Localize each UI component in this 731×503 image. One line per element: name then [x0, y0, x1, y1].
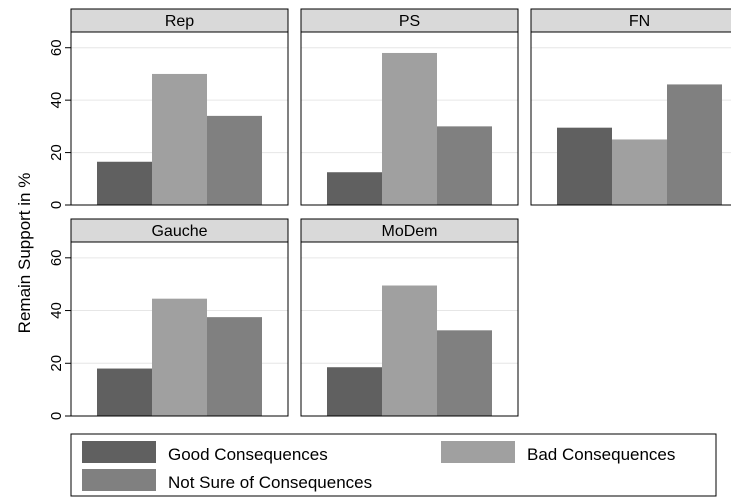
legend-label-not-sure: Not Sure of Consequences — [168, 473, 372, 492]
y-tick-label: 40 — [48, 302, 65, 319]
bar-good — [557, 127, 612, 205]
bar-bad — [382, 285, 437, 416]
y-tick-label: 60 — [48, 39, 65, 56]
panel-frame — [300, 31, 519, 206]
panel-title: FN — [629, 13, 650, 30]
y-tick-label: 20 — [48, 144, 65, 161]
y-tick-label: 40 — [48, 92, 65, 109]
legend-swatch-good — [82, 441, 156, 463]
panel-gauche: Gauche — [70, 218, 289, 417]
y-tick-label: 0 — [48, 201, 65, 209]
legend-swatch-not-sure — [82, 469, 156, 491]
bar-good — [327, 172, 382, 205]
bar-not-sure — [207, 317, 262, 416]
y-axis-label: Remain Support in % — [15, 173, 34, 334]
panel-title: Rep — [165, 13, 194, 30]
y-tick-label: 60 — [48, 249, 65, 266]
legend: Good Consequences Bad Consequences Not S… — [70, 433, 717, 497]
y-axes-layer: 0 20 40 60 0 20 40 60 — [48, 39, 71, 420]
panel-title: MoDem — [381, 223, 437, 240]
bar-bad — [382, 52, 437, 205]
panel-rep: Rep — [70, 8, 289, 206]
bar-bad — [612, 139, 667, 205]
y-tick-label: 0 — [48, 412, 65, 420]
legend-label-good: Good Consequences — [168, 445, 328, 464]
bar-not-sure — [437, 126, 492, 205]
legend-box — [70, 433, 717, 497]
bar-bad — [152, 298, 207, 416]
bar-not-sure — [207, 115, 262, 205]
bar-bad — [152, 73, 207, 205]
y-tick-label: 20 — [48, 355, 65, 372]
panel-frame — [300, 241, 519, 417]
bar-not-sure — [667, 84, 722, 205]
bar-good — [327, 367, 382, 416]
bar-good — [97, 368, 152, 416]
panel-frame — [530, 31, 731, 206]
panel-title: Gauche — [151, 223, 207, 240]
panel-ps: PS — [300, 8, 519, 206]
panel-frame — [70, 241, 289, 417]
legend-swatch-bad — [441, 441, 515, 463]
panel-frame — [70, 31, 289, 206]
bar-not-sure — [437, 330, 492, 416]
panels-layer: Rep PS FN Gauche MoDem — [70, 8, 731, 417]
panel-fn: FN — [530, 8, 731, 206]
legend-label-bad: Bad Consequences — [527, 445, 675, 464]
bar-good — [97, 161, 152, 205]
panel-title: PS — [399, 13, 420, 30]
panel-modem: MoDem — [300, 218, 519, 417]
